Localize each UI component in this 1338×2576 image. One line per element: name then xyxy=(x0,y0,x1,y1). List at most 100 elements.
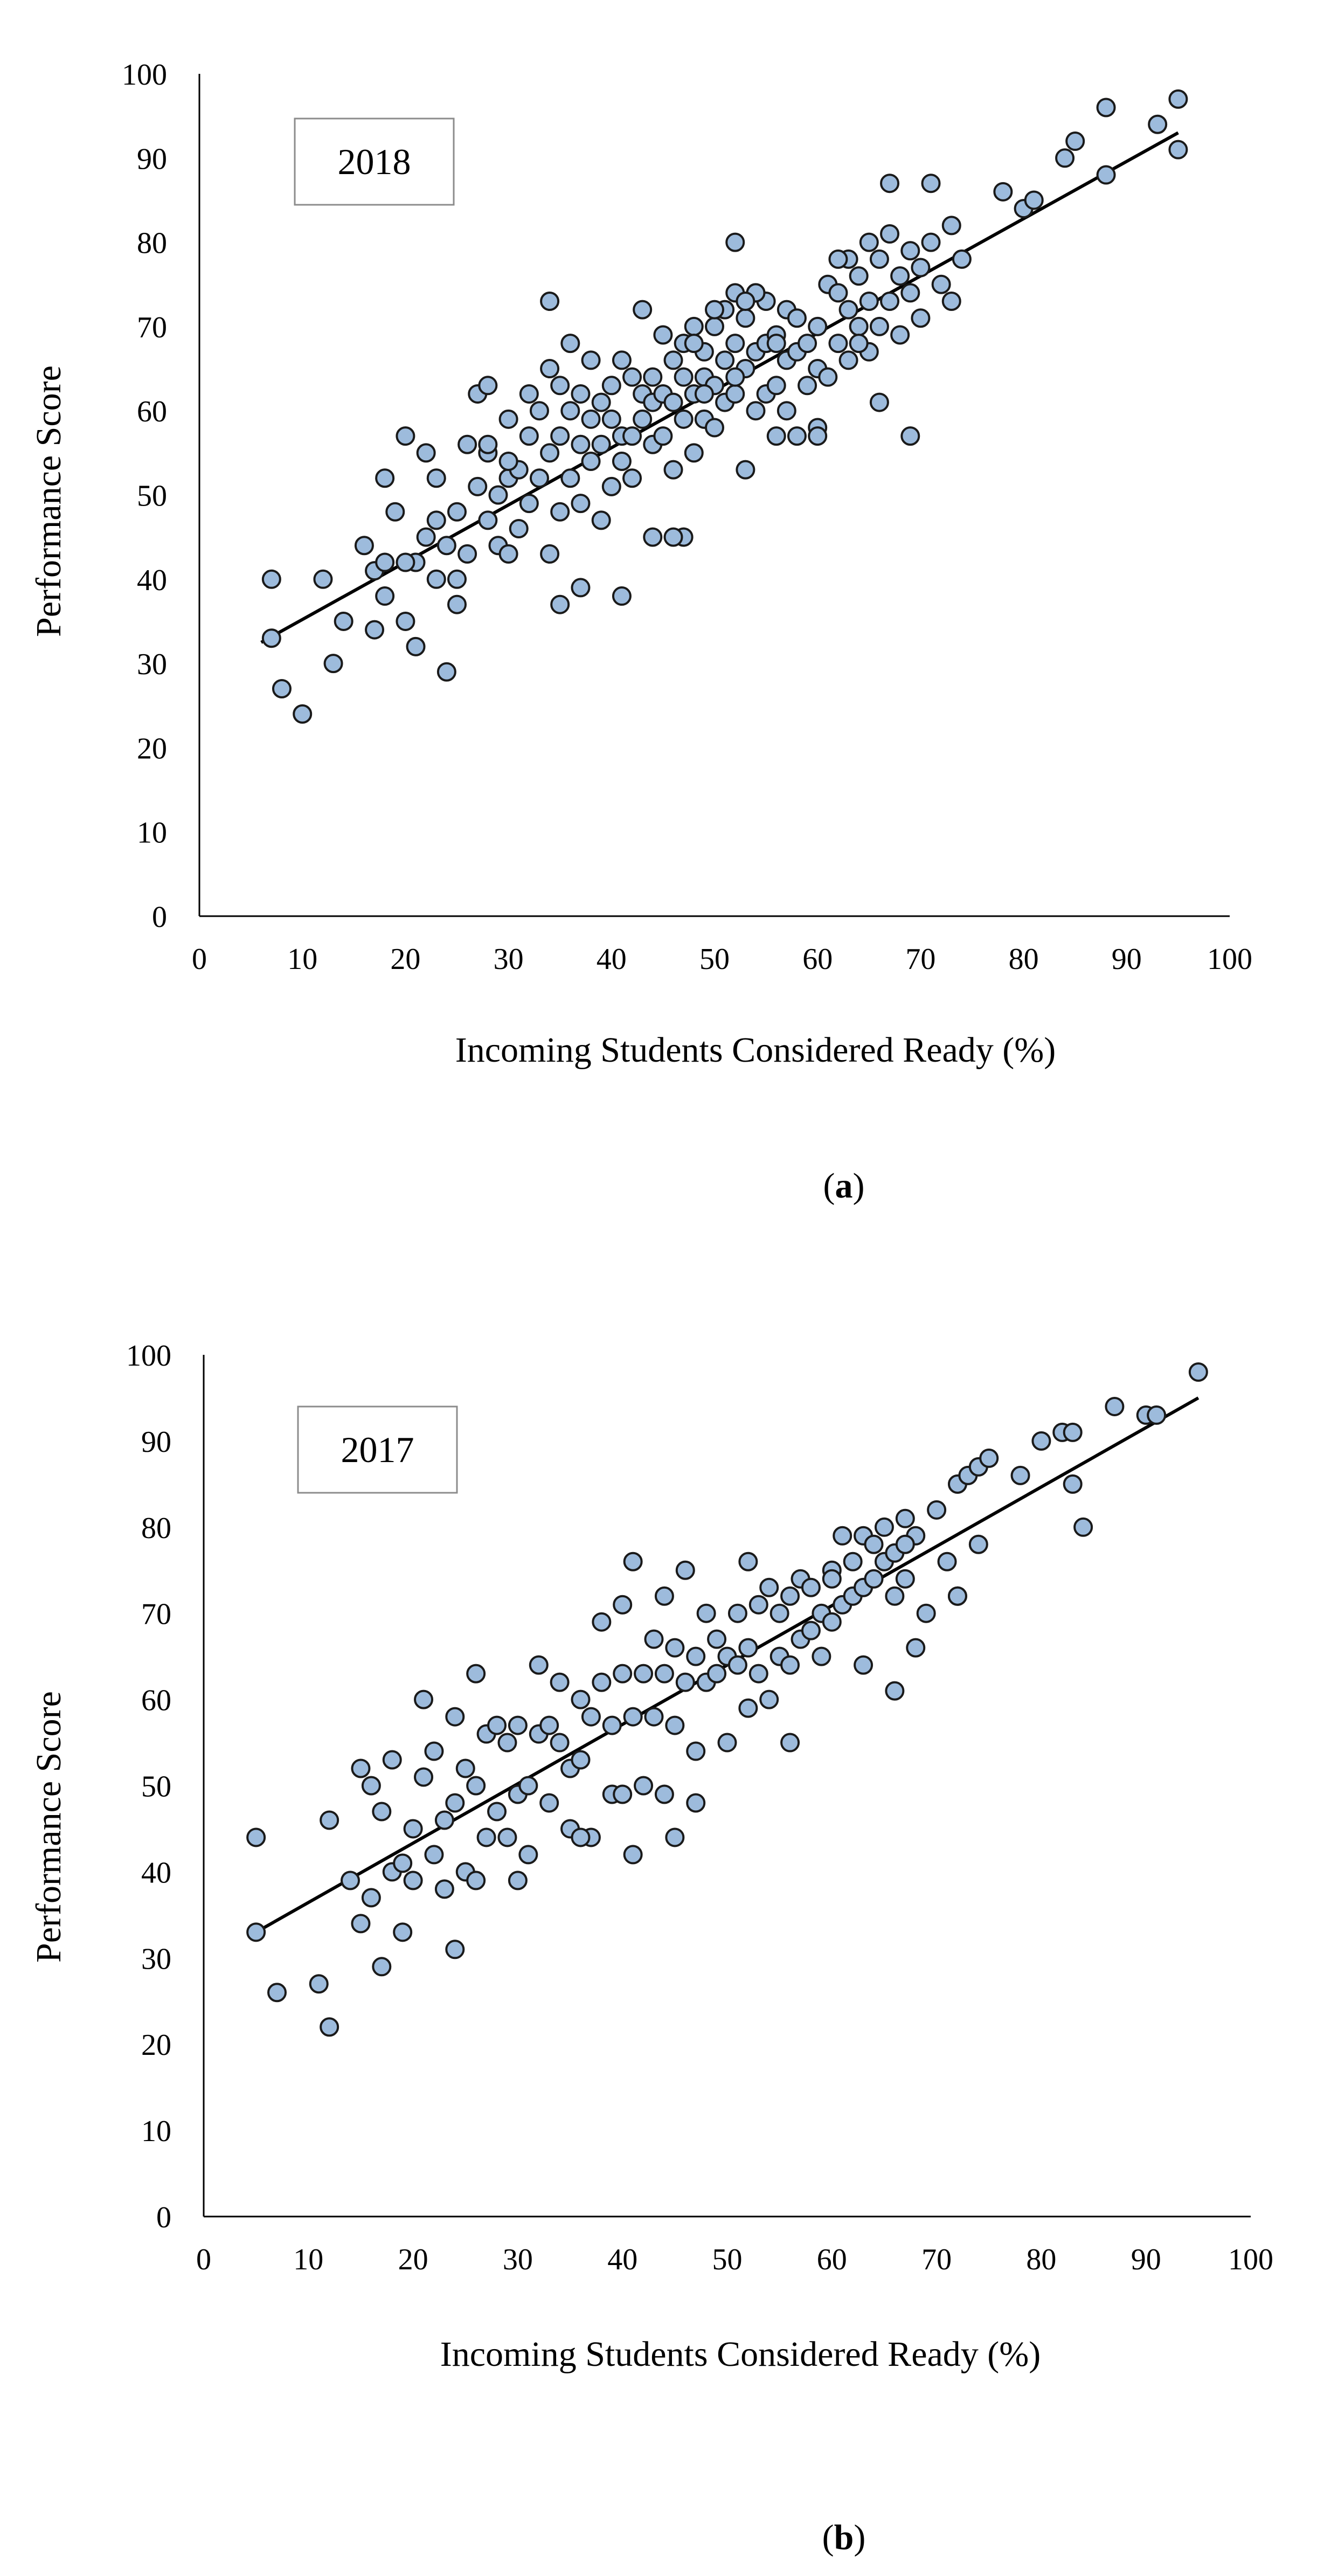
caption-b: (b) xyxy=(822,2518,866,2557)
y-tick-label: 80 xyxy=(141,1512,171,1545)
scatter-point xyxy=(654,1664,674,1684)
scatter-point xyxy=(644,1629,664,1649)
scatter-point xyxy=(727,1603,747,1623)
scatter-point xyxy=(801,1621,821,1640)
scatter-point xyxy=(385,502,405,522)
scatter-point xyxy=(674,409,694,429)
x-tick-label: 90 xyxy=(1131,2243,1161,2276)
scatter-point xyxy=(361,1776,381,1796)
scatter-point xyxy=(937,1552,957,1571)
scatter-point xyxy=(591,434,611,454)
scatter-point xyxy=(581,1707,601,1727)
scatter-point xyxy=(705,316,724,336)
scatter-point xyxy=(993,182,1013,202)
x-axis-title-2018: Incoming Students Considered Ready (%) xyxy=(455,1030,1056,1070)
y-tick-label: 70 xyxy=(141,1598,171,1631)
x-tick-label: 20 xyxy=(390,943,420,976)
scatter-point xyxy=(822,1569,842,1589)
scatter-point xyxy=(633,300,653,320)
scatter-point xyxy=(634,1664,654,1684)
scatter-point xyxy=(759,1689,779,1709)
scatter-point xyxy=(780,1586,800,1606)
scatter-point xyxy=(725,367,745,387)
scatter-point xyxy=(895,1508,915,1528)
scatter-point xyxy=(828,249,848,269)
scatter-point xyxy=(487,1715,507,1735)
scatter-point xyxy=(601,376,621,396)
scatter-point xyxy=(447,502,467,522)
scatter-point xyxy=(864,1569,884,1589)
scatter-point xyxy=(372,1957,392,1977)
scatter-point xyxy=(838,350,858,370)
x-tick-label: 60 xyxy=(817,2243,847,2276)
scatter-point xyxy=(436,536,456,556)
scatter-point xyxy=(323,654,343,674)
y-tick-label: 90 xyxy=(141,1425,171,1459)
scatter-point xyxy=(571,494,591,514)
scatter-point xyxy=(849,316,869,336)
scatter-point xyxy=(571,1827,591,1847)
scatter-point xyxy=(571,1750,591,1770)
scatter-point xyxy=(822,1612,842,1632)
scatter-point xyxy=(947,1586,967,1606)
scatter-point xyxy=(769,1603,789,1623)
scatter-point xyxy=(539,1793,559,1813)
scatter-point xyxy=(812,1646,831,1666)
scatter-point xyxy=(468,476,488,496)
scatter-point xyxy=(738,1638,758,1658)
x-tick-label: 30 xyxy=(494,943,524,976)
scatter-point xyxy=(927,1500,947,1520)
scatter-point xyxy=(859,292,879,311)
scatter-point xyxy=(968,1534,988,1554)
scatter-point xyxy=(382,1750,402,1770)
y-tick-label: 100 xyxy=(126,1339,171,1373)
chart-2017-points xyxy=(246,1362,1208,2037)
scatter-point xyxy=(613,1784,633,1804)
scatter-point xyxy=(952,249,972,269)
x-tick-label: 40 xyxy=(607,2243,637,2276)
scatter-point xyxy=(581,451,601,471)
scatter-point xyxy=(498,451,518,471)
scatter-point xyxy=(849,334,869,354)
scatter-point xyxy=(684,316,704,336)
scatter-point xyxy=(560,401,580,421)
scatter-point xyxy=(341,1871,361,1891)
scatter-point xyxy=(787,308,807,328)
scatter-point xyxy=(550,1733,570,1753)
scatter-point xyxy=(766,334,786,354)
y-tick-label: 50 xyxy=(137,480,167,513)
scatter-point xyxy=(665,1715,685,1735)
scatter-point xyxy=(727,1655,747,1675)
scatter-point xyxy=(426,569,446,589)
scatter-point xyxy=(859,232,879,252)
scatter-point xyxy=(571,1689,591,1709)
scatter-point xyxy=(663,392,683,412)
scatter-point xyxy=(351,1758,371,1778)
scatter-point xyxy=(911,258,931,278)
scatter-point xyxy=(320,1810,339,1830)
scatter-point xyxy=(759,1577,779,1597)
scatter-point xyxy=(895,1534,915,1554)
scatter-point xyxy=(540,359,560,379)
scatter-point xyxy=(874,1517,894,1537)
scatter-point xyxy=(1147,1405,1167,1425)
scatter-point xyxy=(518,1845,538,1865)
scatter-point xyxy=(476,1827,496,1847)
scatter-point xyxy=(550,1672,570,1692)
scatter-point xyxy=(393,1853,413,1873)
scatter-point xyxy=(885,1586,905,1606)
x-tick-label: 40 xyxy=(597,943,627,976)
scatter-point xyxy=(725,334,745,354)
scatter-point xyxy=(684,334,704,354)
chart-2018-ticks: 0 10 20 30 40 50 60 70 80 90 100 0 10 20 30 40 50 60 70 80 9… xyxy=(122,58,1252,976)
scatter-point xyxy=(674,367,694,387)
scatter-point xyxy=(1031,1431,1051,1451)
scatter-point xyxy=(293,704,313,724)
x-tick-label: 20 xyxy=(398,2243,428,2276)
scatter-point xyxy=(665,1638,685,1658)
year-label-2018: 2018 xyxy=(338,141,411,182)
scatter-point xyxy=(1010,1465,1030,1485)
chart-2018-axes xyxy=(198,74,1230,917)
scatter-point xyxy=(246,1922,266,1942)
scatter-point xyxy=(488,485,508,505)
